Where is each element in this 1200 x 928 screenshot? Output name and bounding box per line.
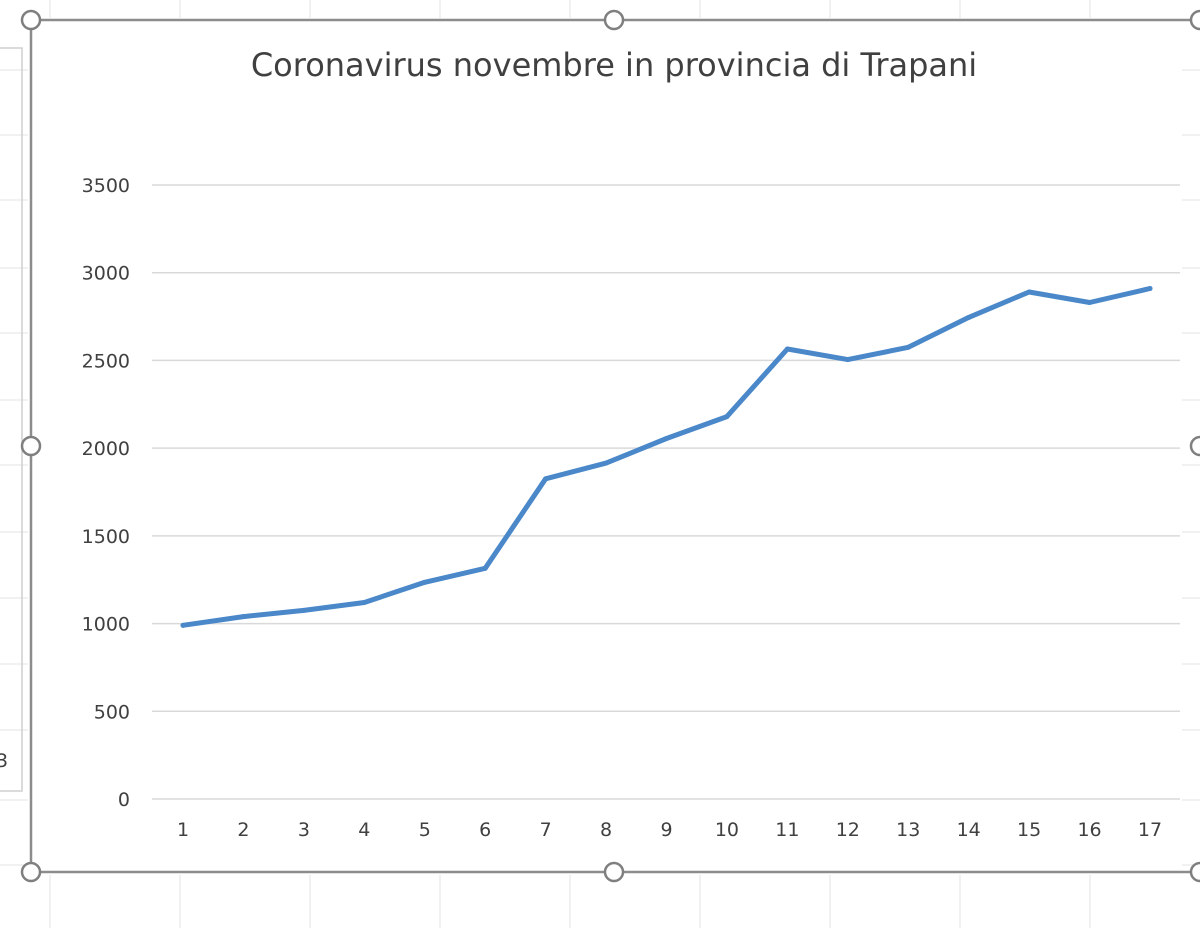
data-point-15[interactable]: [1026, 289, 1032, 295]
y-tick-label-1500: 1500: [82, 526, 130, 548]
x-tick-label-3: 3: [298, 819, 310, 841]
y-tick-label-3500: 3500: [82, 175, 130, 197]
data-point-9[interactable]: [664, 435, 669, 441]
data-point-10[interactable]: [724, 414, 730, 420]
resize-handle-top-middle[interactable]: [603, 9, 625, 31]
y-tick-label-2000: 2000: [82, 438, 130, 460]
data-point-4[interactable]: [361, 600, 367, 606]
resize-handle-bottom-left[interactable]: [20, 861, 42, 883]
y-tick-label-3000: 3000: [82, 263, 130, 285]
data-point-17[interactable]: [1147, 286, 1153, 292]
x-tick-label-4: 4: [358, 819, 370, 841]
y-tick-label-2500: 2500: [82, 350, 130, 372]
data-point-16[interactable]: [1087, 300, 1093, 306]
y-axis-tick-labels: 0 500 1000 1500 2000 2500 3000 3500: [82, 175, 130, 811]
x-axis-tick-labels: 1 2 3 4 5 6 7 8 9 10 11 12 13 14 15 16 17: [177, 819, 1162, 841]
chart-selection-frame[interactable]: [20, 9, 1200, 883]
resize-handle-middle-left[interactable]: [20, 435, 42, 457]
x-tick-label-9: 9: [660, 819, 672, 841]
x-tick-label-2: 2: [237, 819, 249, 841]
x-tick-label-16: 16: [1077, 819, 1101, 841]
x-tick-label-17: 17: [1138, 819, 1162, 841]
x-tick-label-10: 10: [715, 819, 739, 841]
chart-title: Coronavirus novembre in provincia di Tra…: [251, 46, 977, 84]
data-point-7[interactable]: [543, 476, 549, 482]
y-tick-label-1000: 1000: [82, 614, 130, 636]
adjacent-table-border: [0, 47, 23, 792]
x-tick-label-5: 5: [419, 819, 431, 841]
x-tick-label-7: 7: [540, 819, 552, 841]
data-point-14[interactable]: [966, 314, 972, 320]
data-point-1[interactable]: [180, 622, 186, 628]
y-tick-label-0: 0: [118, 789, 130, 811]
resize-handle-bottom-right[interactable]: [1189, 861, 1200, 883]
resize-handle-top-right[interactable]: [1189, 9, 1200, 31]
data-point-12[interactable]: [845, 357, 851, 363]
data-point-8[interactable]: [603, 460, 609, 466]
data-point-6[interactable]: [482, 565, 488, 571]
x-tick-label-6: 6: [479, 819, 491, 841]
data-point-13[interactable]: [905, 344, 911, 350]
gridlines: [152, 184, 1180, 800]
data-point-2[interactable]: [240, 614, 246, 620]
partial-cell-text: 3: [0, 750, 8, 772]
x-tick-label-11: 11: [775, 819, 799, 841]
series-line-0[interactable]: [180, 286, 1153, 628]
series-group: [180, 286, 1153, 628]
x-tick-label-12: 12: [836, 819, 860, 841]
y-tick-label-500: 500: [94, 701, 130, 723]
data-point-3[interactable]: [301, 607, 307, 613]
data-point-11[interactable]: [784, 346, 790, 352]
resize-handle-top-left[interactable]: [20, 9, 42, 31]
x-tick-label-15: 15: [1017, 819, 1041, 841]
resize-handle-middle-right[interactable]: [1189, 435, 1200, 457]
x-tick-label-14: 14: [957, 819, 981, 841]
x-tick-label-13: 13: [896, 819, 920, 841]
resize-handle-bottom-middle[interactable]: [603, 861, 625, 883]
x-tick-label-1: 1: [177, 819, 189, 841]
data-point-5[interactable]: [422, 579, 428, 585]
chart-border: [29, 18, 1200, 874]
x-tick-label-8: 8: [600, 819, 612, 841]
